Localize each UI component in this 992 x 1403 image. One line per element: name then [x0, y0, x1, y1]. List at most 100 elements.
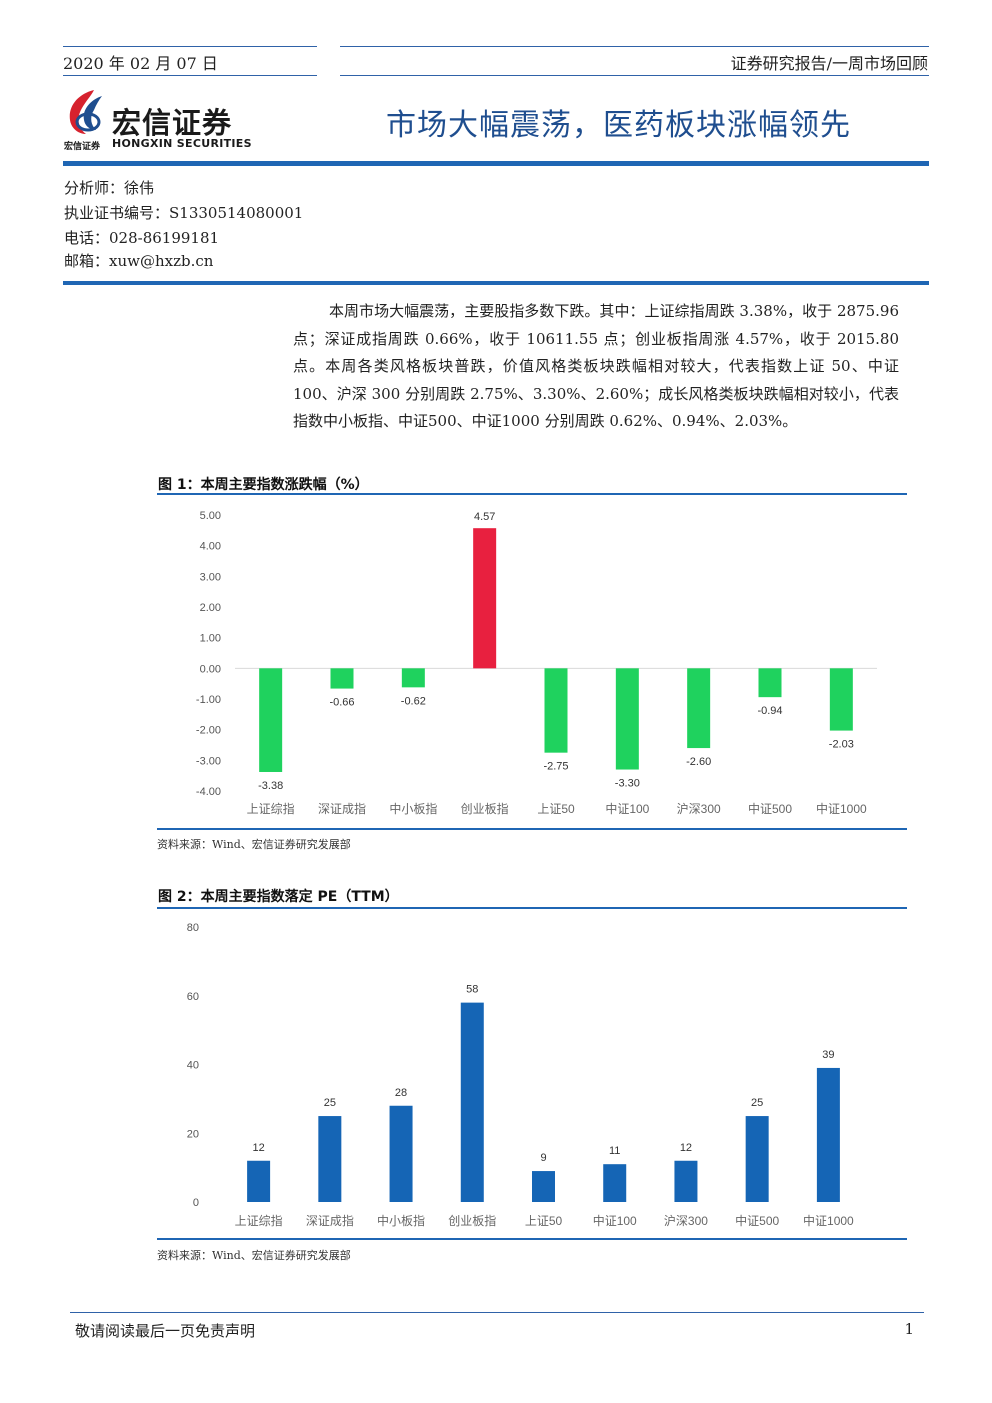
y-tick-label: -2.00 — [196, 725, 221, 737]
summary-paragraph: 本周市场大幅震荡，主要股指多数下跌。其中：上证综指周跌 3.38%，收于 287… — [293, 302, 899, 430]
bar-value-label: -0.94 — [757, 705, 782, 717]
bar — [460, 1002, 484, 1202]
bar — [473, 528, 497, 669]
figure1-source: 资料来源：Wind、宏信证券研究发展部 — [157, 838, 351, 851]
bar — [745, 1116, 769, 1202]
x-tick-label: 深证成指 — [306, 1213, 354, 1228]
figure1-top-rule — [157, 493, 907, 495]
y-tick-label: -1.00 — [196, 694, 221, 706]
x-tick-label: 上证综指 — [235, 1213, 283, 1228]
analyst-email: 邮箱：xuw@hxzb.cn — [64, 252, 214, 270]
bar-value-label: -0.66 — [329, 697, 354, 709]
report-date: 2020 年 02 月 07 日 — [63, 54, 218, 73]
bar — [318, 1116, 342, 1202]
bar-value-label: 58 — [466, 984, 478, 996]
company-logo-name: 宏信证券 — [112, 106, 233, 140]
report-title: 市场大幅震荡，医药板块涨幅领先 — [386, 108, 851, 143]
x-tick-label: 中证1000 — [803, 1213, 854, 1228]
figure1-bottom-rule — [157, 828, 907, 830]
bar — [247, 1160, 271, 1202]
report-category: 证券研究报告/一周市场回顾 — [730, 54, 928, 73]
bar — [532, 1171, 555, 1202]
analyst-name: 分析师：徐伟 — [64, 179, 155, 197]
y-tick-label: 40 — [187, 1060, 199, 1072]
bar-value-label: -0.62 — [401, 695, 426, 707]
bar — [544, 668, 568, 753]
x-tick-label: 中证100 — [593, 1213, 637, 1228]
bar-value-label: 39 — [822, 1049, 834, 1061]
footer-rule — [70, 1312, 924, 1313]
bar-value-label: -2.03 — [829, 739, 854, 751]
x-tick-label: 上证50 — [537, 802, 575, 816]
x-tick-label: 创业板指 — [448, 1213, 496, 1228]
bar-value-label: 12 — [252, 1142, 264, 1154]
bar — [816, 1067, 840, 1202]
figure2-title: 图 2：本周主要指数落定 PE（TTM） — [158, 889, 399, 905]
bar-value-label: 25 — [751, 1097, 763, 1109]
bar — [330, 668, 354, 689]
bar-value-label: 25 — [324, 1097, 336, 1109]
y-tick-label: 0 — [193, 1197, 199, 1209]
figure2-top-rule — [157, 907, 907, 909]
title-rule — [63, 161, 929, 166]
bar-value-label: 12 — [680, 1142, 692, 1154]
bar — [603, 1164, 627, 1202]
x-tick-label: 中证100 — [605, 801, 649, 816]
bar — [615, 668, 639, 770]
x-tick-label: 沪深300 — [664, 1214, 708, 1228]
x-tick-label: 中证500 — [735, 1213, 779, 1228]
bar-value-label: 28 — [395, 1087, 407, 1099]
x-tick-label: 深证成指 — [318, 801, 366, 816]
figure1-chart: 5.00 4.00 3.00 2.00 1.00 0.00 -1.00 -2.00 -3.00 -… — [196, 510, 877, 816]
y-tick-label: -3.00 — [196, 755, 221, 767]
y-tick-label: 60 — [187, 991, 199, 1003]
bar — [687, 668, 711, 749]
bar-value-label: 9 — [540, 1152, 546, 1164]
y-tick-label: 20 — [187, 1128, 199, 1140]
bar — [259, 668, 283, 772]
x-tick-label: 中小板指 — [377, 1213, 425, 1228]
analyst-cert: 执业证书编号：S1330514080001 — [64, 204, 304, 222]
header-rule-right — [340, 46, 929, 47]
y-tick-label: -4.00 — [196, 786, 221, 798]
company-logo-icon — [64, 88, 110, 138]
bar-value-label: -2.60 — [686, 756, 711, 768]
analyst-phone: 电话：028-86199181 — [64, 229, 220, 247]
header-rule-right-bottom — [340, 75, 929, 76]
x-tick-label: 中小板指 — [389, 801, 437, 816]
x-tick-label: 创业板指 — [461, 801, 509, 816]
y-tick-label: 3.00 — [200, 571, 221, 583]
bar — [389, 1105, 413, 1202]
y-tick-label: 2.00 — [200, 602, 221, 614]
x-tick-label: 中证500 — [748, 801, 792, 816]
y-tick-label: 5.00 — [200, 510, 221, 522]
bar-value-label: 11 — [609, 1145, 620, 1157]
y-tick-label: 0.00 — [200, 663, 221, 675]
analyst-rule — [63, 281, 929, 285]
footer-disclaimer: 敬请阅读最后一页免责声明 — [75, 1322, 256, 1340]
y-tick-label: 80 — [187, 922, 199, 934]
y-tick-label: 4.00 — [200, 541, 221, 553]
bar — [401, 668, 425, 688]
bar — [829, 668, 853, 731]
x-tick-label: 上证50 — [525, 1214, 563, 1228]
x-tick-label: 中证1000 — [816, 801, 867, 816]
page-number: 1 — [904, 1320, 914, 1338]
header-rule-left-bottom — [63, 75, 317, 76]
bar-value-label: -3.38 — [258, 780, 283, 792]
y-tick-label: 1.00 — [200, 633, 221, 645]
x-tick-label: 沪深300 — [677, 802, 721, 816]
company-logo-en: HONGXIN SECURITIES — [112, 137, 252, 150]
figure1-title: 图 1：本周主要指数涨跌幅（%） — [158, 477, 369, 493]
figure2-bottom-rule — [157, 1238, 907, 1240]
header-rule-left — [63, 46, 317, 47]
bar-value-label: -2.75 — [543, 761, 568, 773]
bar — [674, 1160, 698, 1202]
company-logo-small: 宏信证券 — [64, 142, 101, 152]
figure2-source: 资料来源：Wind、宏信证券研究发展部 — [157, 1249, 351, 1262]
figure2-chart: 80 60 40 20 0 12 上证综指 25 深证成指 28 中小板指 58 创业板指 9 上证50 11… — [187, 922, 854, 1228]
bar — [758, 668, 782, 698]
bar-value-label: -3.30 — [615, 778, 640, 790]
bar-value-label: 4.57 — [474, 511, 495, 523]
x-tick-label: 上证综指 — [247, 801, 295, 816]
